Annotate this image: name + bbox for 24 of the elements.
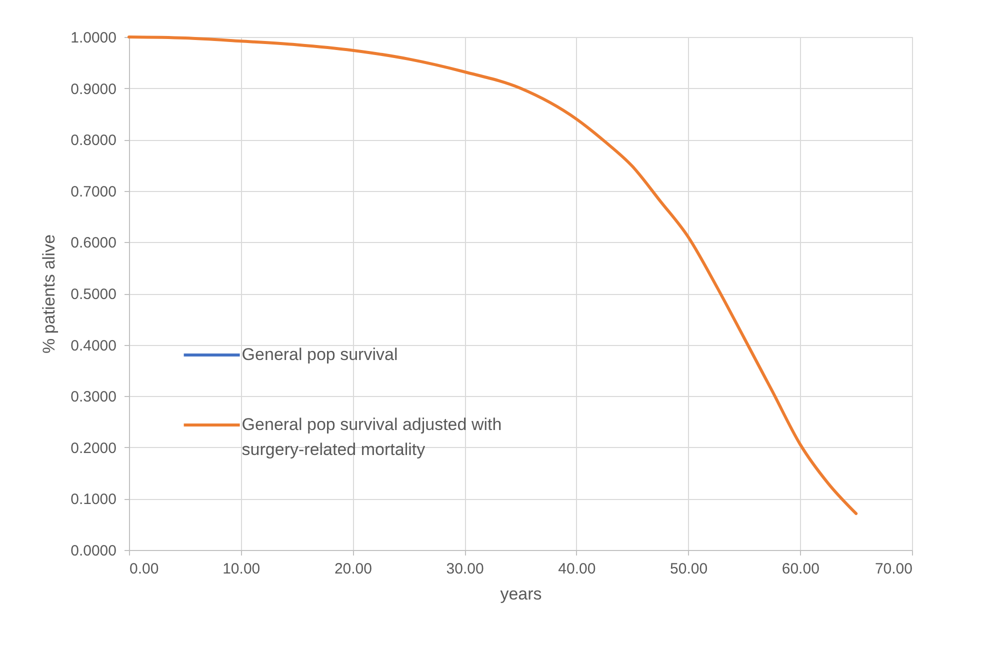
- x-tick-label: 40.00: [558, 560, 596, 578]
- legend-label: General pop survival: [242, 345, 398, 364]
- y-tick-label: 0.3000: [70, 388, 116, 406]
- line-series: [128, 36, 858, 516]
- y-tick-label: 0.6000: [70, 234, 116, 252]
- y-tick-label: 0.0000: [70, 542, 116, 560]
- y-tick-label: 0.5000: [70, 286, 116, 303]
- legend-label: General pop survival adjusted with surgery-related mortality: [242, 415, 502, 460]
- x-tick-label: 0.00: [130, 560, 159, 578]
- x-tick-label: 10.00: [222, 560, 260, 578]
- x-axis-title: years: [500, 584, 542, 604]
- y-tick-label: 0.2000: [70, 440, 116, 457]
- y-tick-label: 0.1000: [70, 491, 116, 508]
- x-tick-label: 70.00: [874, 560, 912, 578]
- y-tick-label: 0.7000: [70, 183, 116, 200]
- x-tick-label: 30.00: [446, 560, 484, 578]
- x-tick-label: 60.00: [782, 560, 820, 578]
- x-tick-label: 20.00: [334, 560, 372, 578]
- y-tick-label: 0.9000: [70, 80, 116, 98]
- y-axis-title: % patients alive: [40, 234, 59, 354]
- y-tick-label: 1.0000: [70, 30, 116, 46]
- x-tick-label: 50.00: [670, 560, 708, 578]
- y-tick-label: 0.8000: [70, 132, 116, 150]
- y-tick-label: 0.4000: [70, 337, 116, 354]
